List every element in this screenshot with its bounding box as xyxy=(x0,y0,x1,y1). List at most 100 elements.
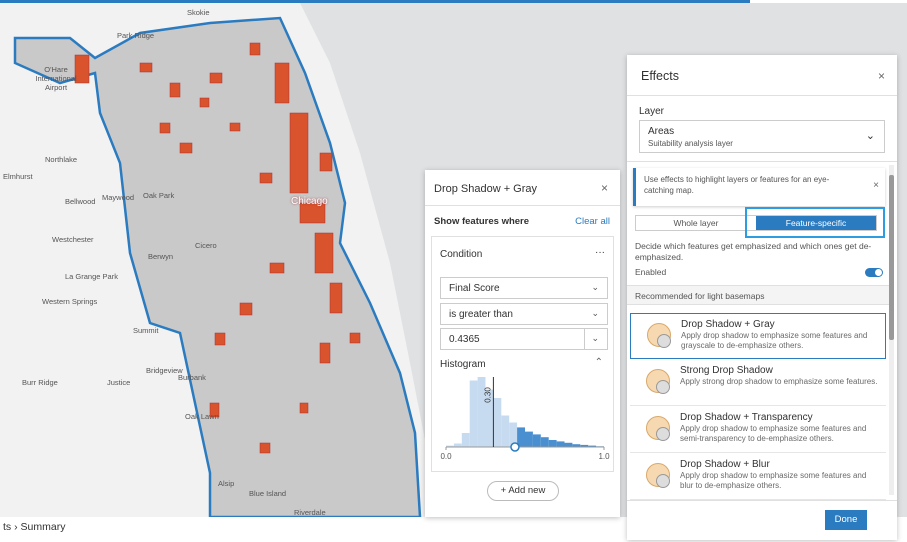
effect-icon-shadow xyxy=(656,380,670,394)
value-input[interactable]: 0.4365 ⌄ xyxy=(440,328,608,350)
info-text: Use effects to highlight layers or featu… xyxy=(644,175,830,195)
histogram-bar xyxy=(532,434,541,447)
effect-icon-shadow xyxy=(657,334,671,348)
effects-panel: Effects × Layer Areas Suitability analys… xyxy=(627,55,897,540)
effect-item[interactable]: Drop Shadow + Gray Apply drop shadow to e… xyxy=(630,313,886,359)
tab-selected[interactable]: Feature-specific xyxy=(756,216,876,230)
map-label: Bellwood xyxy=(65,197,96,206)
histogram-bar xyxy=(556,441,565,447)
layer-sub: Suitability analysis layer xyxy=(648,139,733,148)
effect-item[interactable]: Drop Shadow + Blur Apply drop shadow to e… xyxy=(630,454,886,500)
value: 0.4365 xyxy=(449,334,480,345)
histogram-bar xyxy=(501,415,510,447)
histogram-bar xyxy=(477,377,486,447)
divider xyxy=(627,161,897,162)
crumb[interactable]: Summary xyxy=(20,521,66,533)
condition-menu[interactable]: ··· xyxy=(595,247,605,258)
histogram-bar xyxy=(509,422,518,447)
tab[interactable]: Whole layer xyxy=(673,218,719,228)
add-new-button[interactable]: + Add new xyxy=(487,481,559,501)
map-label: Elmhurst xyxy=(3,172,33,181)
recommended: Recommended for light basemaps xyxy=(635,291,765,301)
condition-box: Condition ··· Final Score ⌄ is greater th… xyxy=(431,236,614,472)
toggle-knob xyxy=(875,269,882,276)
histogram-bar xyxy=(493,398,502,447)
threshold-handle xyxy=(510,442,520,452)
close-button[interactable]: × xyxy=(877,69,885,83)
map-label: Oak Park xyxy=(143,191,175,200)
map-label: Western Springs xyxy=(42,297,98,306)
filter-panel: Drop Shadow + Gray × Show features where… xyxy=(425,170,620,517)
map-label: Maywood xyxy=(102,193,135,202)
histogram-bar xyxy=(525,431,533,447)
section-header: Recommended for light basemaps xyxy=(627,285,889,305)
scroll-thumb xyxy=(889,175,894,340)
histogram-bar xyxy=(588,445,597,447)
effect-item[interactable]: Drop Shadow + Transparency Apply drop sha… xyxy=(630,407,886,453)
map-label: Alsip xyxy=(218,479,235,488)
layer-name: Areas xyxy=(648,126,675,137)
toggle[interactable] xyxy=(865,268,883,277)
layer-label: Layer xyxy=(639,106,665,117)
description: Decide which features get emphasized and… xyxy=(635,241,872,262)
map-label: Northlake xyxy=(45,155,78,164)
reference-label: 0.30 xyxy=(483,387,492,403)
highlight-box xyxy=(745,207,885,238)
operator: is greater than xyxy=(449,309,513,320)
effect-title: Drop Shadow + Transparency xyxy=(680,412,813,423)
effect-item[interactable]: Strong Drop Shadow Apply strong drop shad… xyxy=(630,360,886,406)
map-label: Cicero xyxy=(195,241,217,250)
map-label: Oak Lawn xyxy=(185,412,219,421)
effect-desc: Apply drop shadow to emphasize some feat… xyxy=(680,471,867,490)
collapse[interactable]: ⌃ xyxy=(594,357,603,368)
map-label: Westchester xyxy=(52,235,94,244)
crumb[interactable]: ts xyxy=(3,521,12,533)
operator-select[interactable]: is greater than ⌄ xyxy=(440,303,608,325)
map-label: Justice xyxy=(107,378,131,387)
effect-icon-shadow xyxy=(656,427,670,441)
map-label: Park Ridge xyxy=(117,31,155,40)
map-label: Blue Island xyxy=(249,489,287,498)
scrollbar xyxy=(889,165,894,495)
effect-title: Drop Shadow + Gray xyxy=(681,319,775,330)
done-button[interactable]: Done xyxy=(825,510,867,530)
histogram-bar xyxy=(453,443,462,447)
histogram-bar xyxy=(517,427,525,447)
panel-title: Drop Shadow + Gray xyxy=(434,183,538,195)
x-tick-label: 0.0 xyxy=(440,452,452,461)
breadcrumb: ts › Summary xyxy=(3,521,66,533)
histogram-bar xyxy=(572,444,581,447)
chevron: ⌄ xyxy=(591,333,599,343)
map-label: Burr Ridge xyxy=(22,378,58,387)
divider xyxy=(627,95,897,96)
chevron: ⌄ xyxy=(865,130,875,142)
map-label: Riverdale xyxy=(294,508,326,517)
histogram-title: Histogram xyxy=(440,359,486,370)
divider xyxy=(425,205,620,206)
map-label: Berwyn xyxy=(148,252,174,261)
top-bar xyxy=(0,0,750,3)
map-label: O'Hare International Airport xyxy=(35,65,77,92)
enabled-label: Enabled xyxy=(635,267,667,277)
close-button[interactable]: × xyxy=(600,181,608,195)
panel-title: Effects xyxy=(641,69,679,83)
city-boundary xyxy=(13,16,422,517)
layer-select[interactable]: Areas Suitability analysis layer ⌄ xyxy=(639,120,885,153)
spin-divider xyxy=(584,329,585,349)
map-label: Bridgeview xyxy=(146,366,183,375)
effect-title: Strong Drop Shadow xyxy=(680,365,773,376)
clear-all[interactable]: Clear all xyxy=(575,216,610,227)
chevron: ⌄ xyxy=(591,282,599,292)
heading: Show features where xyxy=(434,216,530,227)
highlighted-areas xyxy=(74,42,361,454)
histogram-bar xyxy=(548,440,557,447)
effect-desc: Apply drop shadow to emphasize some feat… xyxy=(680,424,867,443)
info-close[interactable]: × xyxy=(873,180,879,191)
map-label: Skokie xyxy=(187,8,210,17)
histogram-bar xyxy=(580,444,589,447)
chevron: ⌄ xyxy=(591,308,599,318)
info-notice: Use effects to highlight layers or featu… xyxy=(633,168,885,206)
effect-desc: Apply strong drop shadow to emphasize so… xyxy=(680,377,878,386)
field-select[interactable]: Final Score ⌄ xyxy=(440,277,608,299)
effect-icon-shadow xyxy=(656,474,670,488)
